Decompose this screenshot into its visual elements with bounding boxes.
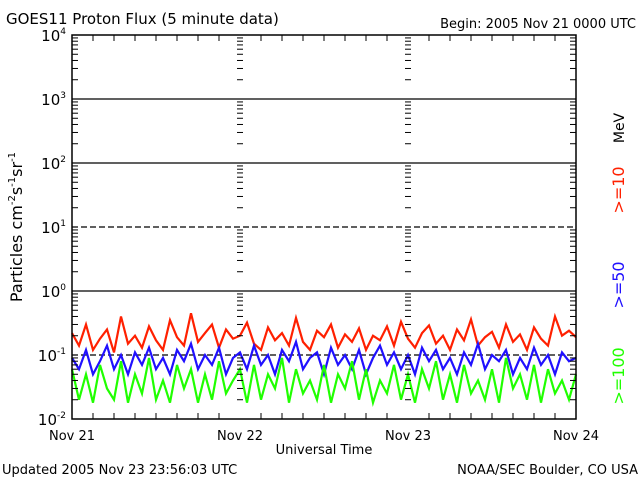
y-tick-base: 10 xyxy=(41,219,60,237)
y-tick-label: 101 xyxy=(41,219,66,237)
series-line-0 xyxy=(71,312,577,353)
axis-ticks xyxy=(72,35,576,419)
series-line-2 xyxy=(70,357,578,408)
chart-title: GOES11 Proton Flux (5 minute data) xyxy=(6,10,279,28)
y-tick-exponent: 1 xyxy=(60,219,66,229)
legend-unit: MeV xyxy=(612,112,628,143)
y-tick-label: 103 xyxy=(41,91,66,109)
updated-timestamp: Updated 2005 Nov 23 23:56:03 UTC xyxy=(2,463,237,478)
y-label-part: s xyxy=(7,187,26,195)
y-label-part: Particles cm xyxy=(7,205,26,302)
y-tick-exponent: 3 xyxy=(60,91,66,101)
series-line-1 xyxy=(71,338,577,379)
x-tick-label: Nov 21 xyxy=(49,429,95,444)
y-axis-label: Particles cm-2s-1sr-1 xyxy=(7,152,26,302)
y-label-sup: -1 xyxy=(7,177,18,187)
y-tick-label: 100 xyxy=(41,283,66,301)
legend-series-10: >=10 xyxy=(609,166,628,213)
y-tick-exponent: -2 xyxy=(57,411,66,421)
y-label-part: sr xyxy=(7,162,26,177)
x-tick-label: Nov 24 xyxy=(553,429,599,444)
y-tick-base: 10 xyxy=(38,411,57,429)
x-axis-label: Universal Time xyxy=(276,443,373,458)
legend-series-50: >=50 xyxy=(609,261,628,308)
y-tick-exponent: 0 xyxy=(60,283,66,293)
y-tick-base: 10 xyxy=(38,347,57,365)
y-tick-label: 10-2 xyxy=(38,411,66,429)
y-tick-base: 10 xyxy=(41,283,60,301)
x-tick-labels: Nov 21 Nov 22 Nov 23 Nov 24 xyxy=(49,429,599,444)
y-tick-exponent: 4 xyxy=(60,27,66,37)
y-tick-base: 10 xyxy=(41,91,60,109)
legend-series-100: >=100 xyxy=(609,347,628,404)
y-tick-label: 10-1 xyxy=(38,347,66,365)
y-tick-base: 10 xyxy=(41,27,60,45)
begin-label: Begin: 2005 Nov 21 0000 UTC xyxy=(440,17,636,32)
y-label-sup: -2 xyxy=(7,195,18,205)
y-tick-base: 10 xyxy=(41,155,60,173)
y-label-sup: -1 xyxy=(7,152,18,162)
series-group xyxy=(70,312,578,408)
y-tick-label: 102 xyxy=(41,155,66,173)
x-tick-label: Nov 23 xyxy=(385,429,431,444)
y-tick-exponent: -1 xyxy=(57,347,66,357)
grid-lines xyxy=(72,98,576,356)
y-tick-exponent: 2 xyxy=(60,155,66,165)
y-tick-label: 104 xyxy=(41,27,66,45)
x-tick-label: Nov 22 xyxy=(217,429,263,444)
source-label: NOAA/SEC Boulder, CO USA xyxy=(457,463,638,478)
